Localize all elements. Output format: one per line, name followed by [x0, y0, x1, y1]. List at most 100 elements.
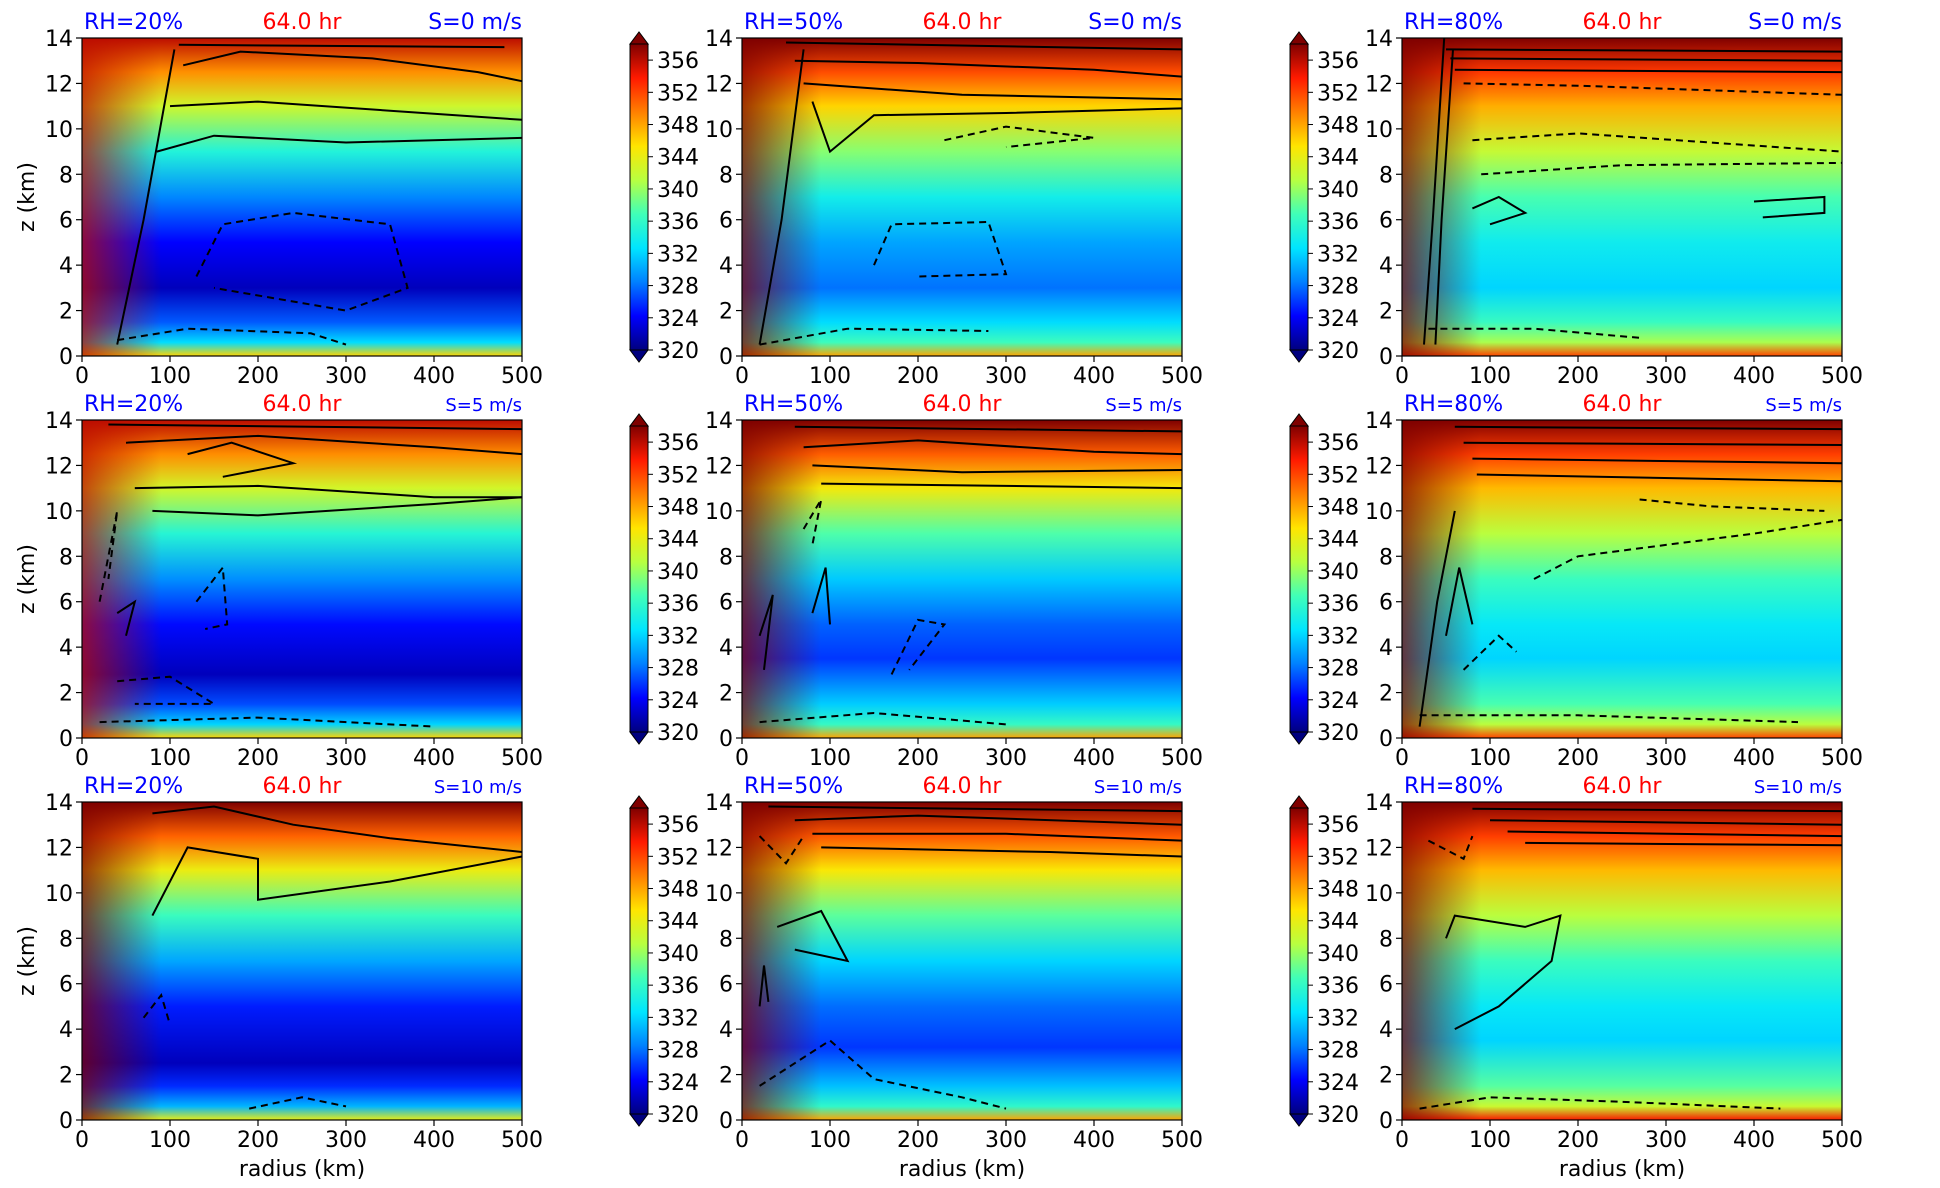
y-tick-label: 10	[1365, 118, 1393, 143]
title-rh: RH=50%	[744, 392, 843, 417]
colorbar-bottom-extend	[1289, 349, 1309, 363]
dashed-contour	[1427, 835, 1474, 861]
solid-contour	[108, 423, 523, 431]
axes-frame	[1401, 801, 1843, 1121]
colorbar-tick-label: 344	[1317, 528, 1359, 553]
x-tick-label: 500	[1821, 1128, 1863, 1153]
colorbar-tick-label: 356	[657, 813, 699, 838]
solid-contour	[116, 49, 176, 345]
colorbar-body	[629, 807, 649, 1115]
axes-frame	[81, 801, 523, 1121]
solid-contour	[794, 814, 1183, 826]
x-tick-label: 300	[1645, 364, 1687, 389]
colorbar-tick-label: 328	[657, 275, 699, 300]
y-tick-label: 8	[59, 163, 73, 188]
title-rh: RH=80%	[1404, 392, 1503, 417]
title-shear: S=5 m/s	[1105, 395, 1182, 416]
colorbar-tick-label: 336	[1317, 974, 1359, 999]
x-tick-label: 500	[1821, 746, 1863, 771]
y-tick-label: 4	[59, 254, 73, 279]
dashed-contour	[117, 327, 347, 346]
colorbar-top-extend	[629, 795, 649, 809]
y-tick-label: 8	[59, 927, 73, 952]
x-tick-label: 0	[75, 746, 89, 771]
colorbar-tick-label: 356	[657, 49, 699, 74]
solid-contour	[1450, 57, 1843, 62]
colorbar-bottom-extend	[1289, 1113, 1309, 1127]
title-shear: S=0 m/s	[1088, 10, 1182, 35]
y-tick-label: 2	[719, 1064, 733, 1089]
x-tick-label: 200	[237, 364, 279, 389]
dashed-contour	[117, 675, 218, 705]
y-tick-label: 6	[59, 209, 73, 234]
dashed-contour	[1462, 634, 1518, 671]
solid-contour	[812, 832, 1183, 842]
y-tick-label: 14	[45, 791, 73, 816]
x-axis-label: radius (km)	[1559, 1157, 1685, 1182]
solid-contour	[1472, 195, 1528, 226]
solid-contour	[811, 101, 1183, 154]
dashed-contour	[1463, 82, 1843, 96]
axes-frame	[741, 37, 1183, 357]
colorbar-tick-label: 356	[1317, 431, 1359, 456]
x-tick-label: 0	[1395, 364, 1409, 389]
colorbar-tick-label: 356	[657, 431, 699, 456]
colorbar-tick-label: 340	[1317, 560, 1359, 585]
solid-contour	[152, 496, 523, 517]
y-tick-label: 14	[705, 27, 733, 52]
colorbar: 356 352 348 344 340 336 332 328 324 320	[629, 413, 699, 746]
colorbar-tick-label: 344	[657, 528, 699, 553]
x-tick-label: 100	[809, 746, 851, 771]
y-tick-label: 0	[719, 1109, 733, 1134]
x-tick-label: 0	[75, 1128, 89, 1153]
colorbar-tick-label: 344	[657, 146, 699, 171]
y-tick-label: 12	[1365, 836, 1393, 861]
title-time: 64.0 hr	[1583, 774, 1663, 799]
title-time: 64.0 hr	[263, 10, 343, 35]
colorbar-tick-label: 328	[1317, 657, 1359, 682]
panel-5: 0 100 200 300 400 500 0 2 4 6 8 10 12 14 RH=50% 64.0 hr…	[705, 392, 1359, 771]
solid-contour	[1434, 49, 1454, 345]
colorbar-tick-label: 348	[657, 114, 699, 139]
x-tick-label: 100	[149, 746, 191, 771]
x-tick-label: 200	[1557, 746, 1599, 771]
x-tick-label: 500	[1821, 364, 1863, 389]
colorbar-top-extend	[629, 413, 649, 427]
dashed-contour	[142, 992, 171, 1025]
y-tick-label: 6	[719, 209, 733, 234]
title-time: 64.0 hr	[263, 774, 343, 799]
panel-2: 0 100 200 300 400 500 0 2 4 6 8 10 12 14 RH=50% 64.0 hr…	[705, 10, 1359, 389]
colorbar-tick-label: 328	[657, 1039, 699, 1064]
y-tick-label: 12	[1365, 454, 1393, 479]
y-tick-label: 8	[1379, 163, 1393, 188]
colorbar: 356 352 348 344 340 336 332 328 324 320	[1289, 31, 1359, 364]
y-tick-label: 4	[719, 636, 733, 661]
dashed-contour	[802, 498, 823, 546]
colorbar-tick-label: 332	[1317, 1006, 1359, 1031]
solid-contour	[1445, 914, 1562, 1030]
warm-core-overlay	[82, 802, 522, 1120]
colorbar-tick-label: 332	[1317, 242, 1359, 267]
axes-frame	[1401, 37, 1843, 357]
colorbar-tick-label: 340	[657, 560, 699, 585]
colorbar: 356 352 348 344 340 336 332 328 324 320	[629, 31, 699, 364]
solid-contour	[1418, 510, 1456, 727]
solid-contour	[169, 100, 523, 121]
y-tick-label: 4	[59, 636, 73, 661]
warm-core-overlay	[82, 38, 522, 356]
solid-contour	[1454, 68, 1843, 74]
dashed-contour	[758, 835, 805, 865]
x-tick-label: 100	[149, 364, 191, 389]
colorbar-bottom-extend	[629, 1113, 649, 1127]
x-tick-label: 400	[413, 364, 455, 389]
colorbar: 356 352 348 344 340 336 332 328 324 320	[629, 795, 699, 1128]
x-tick-label: 500	[1161, 1128, 1203, 1153]
warm-core-overlay	[1402, 38, 1842, 356]
dashed-contour	[1533, 518, 1843, 580]
colorbar-tick-label: 324	[1317, 689, 1359, 714]
colorbar-tick-label: 336	[657, 592, 699, 617]
colorbar-top-extend	[1289, 413, 1309, 427]
dashed-contour	[99, 716, 435, 728]
y-tick-label: 10	[45, 118, 73, 143]
x-tick-label: 0	[735, 746, 749, 771]
